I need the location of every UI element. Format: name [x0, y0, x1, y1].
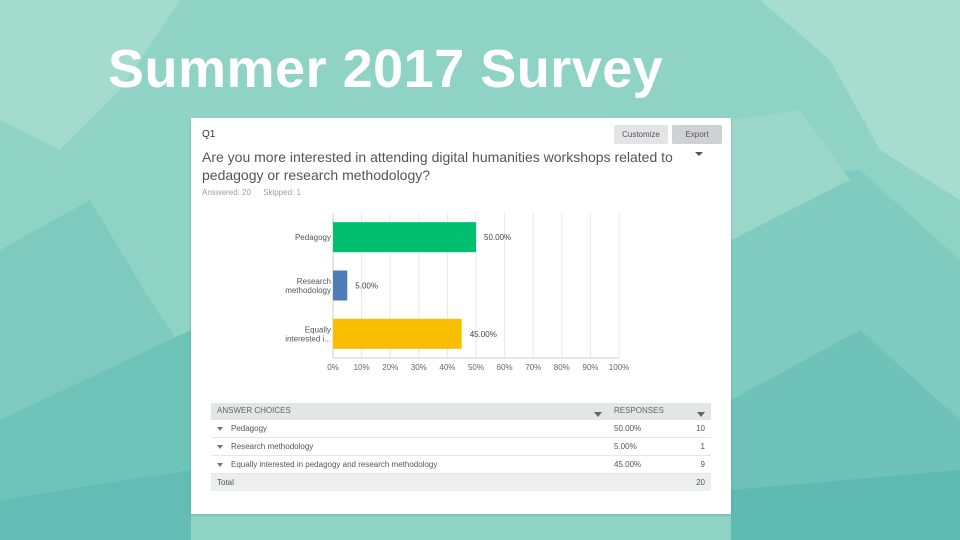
- response-bar-chart: 0% 10% 20% 30% 40% 50% 60% 70% 80% 90% 100% 50.00% P…: [285, 213, 629, 372]
- category-label: Research: [297, 277, 331, 286]
- customize-button[interactable]: Customize: [614, 125, 668, 144]
- response-count: 10: [690, 420, 711, 438]
- data-label: 5.00%: [355, 282, 378, 291]
- category-label: Pedagogy: [295, 233, 331, 242]
- expand-caret-icon[interactable]: [217, 444, 223, 449]
- answer-choice-cell: Research methodology: [211, 437, 608, 456]
- skipped-count: Skipped: 1: [263, 188, 301, 197]
- category-label: interested i...: [285, 334, 331, 343]
- chevron-down-icon: [694, 151, 703, 156]
- question-number: Q1: [202, 129, 216, 140]
- response-percent: 50.00%: [608, 420, 690, 438]
- x-tick-label: 80%: [554, 363, 570, 372]
- response-stats: Answered: 20 Skipped: 1: [202, 188, 311, 197]
- x-tick-label: 50%: [468, 363, 484, 372]
- table-row: Pedagogy 50.00% 10: [211, 420, 711, 438]
- x-tick-label: 60%: [497, 363, 513, 372]
- x-tick-label: 70%: [525, 363, 541, 372]
- answer-choice-cell: Pedagogy: [211, 420, 608, 438]
- answer-choices-table: ANSWER CHOICES RESPONSES Pedagogy 50.00%…: [211, 403, 711, 491]
- export-button[interactable]: Export: [672, 125, 722, 156]
- response-count: 9: [690, 455, 711, 474]
- category-label: methodology: [285, 286, 331, 295]
- table-row: Research methodology 5.00% 1: [211, 437, 711, 456]
- table-header-row: ANSWER CHOICES RESPONSES: [211, 403, 711, 420]
- response-percent: 45.00%: [608, 455, 690, 474]
- sort-caret-icon: [697, 412, 705, 417]
- table-total-row: Total 20: [211, 473, 711, 491]
- expand-caret-icon[interactable]: [217, 462, 223, 467]
- sort-caret-icon: [594, 412, 602, 417]
- answer-choices-header[interactable]: ANSWER CHOICES: [211, 403, 608, 420]
- total-label: Total: [211, 473, 608, 491]
- total-count: 20: [690, 473, 711, 491]
- export-label: Export: [685, 130, 709, 139]
- x-tick-label: 40%: [439, 363, 455, 372]
- x-tick-label: 100%: [609, 363, 629, 372]
- bar: [333, 318, 462, 349]
- responses-header[interactable]: RESPONSES: [608, 403, 711, 420]
- bar: [333, 270, 348, 301]
- bar: [333, 222, 476, 253]
- survey-question-card: Q1 Customize Export Are you more interes…: [191, 118, 731, 514]
- answer-choice-cell: Equally interested in pedagogy and resea…: [211, 455, 608, 474]
- table-row: Equally interested in pedagogy and resea…: [211, 455, 711, 474]
- x-tick-label: 90%: [582, 363, 598, 372]
- question-text: Are you more interested in attending dig…: [202, 149, 673, 183]
- x-tick-label: 30%: [411, 363, 427, 372]
- x-tick-label: 20%: [382, 363, 398, 372]
- x-tick-label: 10%: [354, 363, 370, 372]
- x-tick-label: 0%: [327, 363, 339, 372]
- response-count: 1: [690, 437, 711, 456]
- answered-count: Answered: 20: [202, 188, 251, 197]
- data-label: 50.00%: [484, 233, 511, 242]
- data-label: 45.00%: [470, 330, 497, 339]
- slide-title: Summer 2017 Survey: [108, 39, 664, 99]
- expand-caret-icon[interactable]: [217, 426, 223, 431]
- response-percent: 5.00%: [608, 437, 690, 456]
- customize-label: Customize: [622, 130, 660, 139]
- category-label: Equally: [305, 325, 331, 334]
